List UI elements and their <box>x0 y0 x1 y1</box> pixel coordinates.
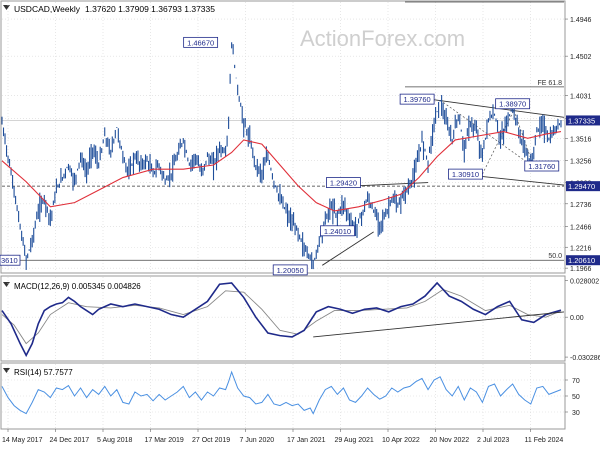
price-y-tick: 1.4031 <box>570 94 592 101</box>
rsi-collapse-icon[interactable] <box>3 368 10 373</box>
macd-y-tick: -0.030286 <box>570 355 600 362</box>
price-y-tick: 1.4502 <box>570 54 592 61</box>
price-annotation-label: 1.31760 <box>528 162 555 171</box>
price-y-tick: 1.2466 <box>570 224 592 231</box>
x-tick-label: 17 Mar 2019 <box>145 437 184 444</box>
price-axis-badge <box>566 255 600 266</box>
price-annotation-label: 1.20050 <box>277 266 304 275</box>
rsi-title: RSI(14) 57.7577 <box>14 368 73 377</box>
price-axis-badge <box>566 181 600 192</box>
fib-level-label: FE 100.0 <box>534 0 563 2</box>
x-tick-label: 14 May 2017 <box>2 437 43 444</box>
x-tick-label: 7 Jun 2020 <box>240 437 275 444</box>
fib-level-label: 50.0 <box>548 253 562 260</box>
x-tick-label: 20 Nov 2022 <box>430 437 470 444</box>
price-axis-badge-label: 1.37335 <box>568 116 595 125</box>
rsi-y-tick: 50 <box>572 394 580 401</box>
rsi-y-tick: 70 <box>572 378 580 385</box>
price-axis-badge-label: 1.29470 <box>568 182 595 191</box>
price-annotation-label: 1.29420 <box>330 179 357 188</box>
x-tick-label: 5 Aug 2018 <box>97 437 133 444</box>
price-annotation-badge <box>183 36 219 48</box>
price-annotation-label: 1.39760 <box>404 95 431 104</box>
price-annotation-label: 1.38970 <box>499 100 526 109</box>
chart-symbol-title: USDCAD,Weekly <box>14 4 81 14</box>
price-annotation-badge <box>495 98 531 110</box>
macd-y-tick: 0.028002 <box>570 278 599 285</box>
x-tick-label: 17 Jan 2021 <box>287 437 326 444</box>
macd-title: MACD(12,26,9) 0.005345 0.004826 <box>14 282 141 291</box>
macd-signal-line <box>1 289 562 345</box>
price-annotation-label: 1.30910 <box>452 170 479 179</box>
wedge-lower-line <box>322 231 374 266</box>
price-annotation-badge <box>399 93 435 105</box>
rsi-y-tick: 30 <box>572 410 580 417</box>
price-annotation-label: 1.24010 <box>324 227 351 236</box>
x-tick-label: 11 Feb 2024 <box>525 437 564 444</box>
watermark-text: ActionForex.com <box>300 26 465 51</box>
price-annotation-label: 1.46670 <box>187 38 214 47</box>
rsi-line <box>1 370 562 415</box>
fib-level-label: FE 61.8 <box>537 80 562 87</box>
price-axis-badge-label: 1.20610 <box>568 256 595 265</box>
left-edge-badge <box>0 254 21 266</box>
chevron-down-icon[interactable] <box>3 5 10 10</box>
price-annotation-badge <box>448 168 483 180</box>
price-annotation-badge <box>524 160 560 172</box>
price-y-tick: 1.3256 <box>570 158 592 165</box>
price-y-tick: 1.2216 <box>570 245 592 252</box>
left-edge-label: 3610 <box>1 256 18 265</box>
macd-line <box>1 281 562 358</box>
price-annotation-badge <box>320 225 355 237</box>
x-tick-label: 27 Oct 2019 <box>192 437 230 444</box>
price-annotation-badge <box>272 264 308 276</box>
x-tick-label: 10 Apr 2022 <box>382 437 420 444</box>
price-axis-badge <box>566 115 600 126</box>
x-tick-label: 24 Dec 2017 <box>50 437 90 444</box>
macd-panel-frame <box>0 275 566 362</box>
price-annotation-badge <box>326 177 361 188</box>
price-y-tick: 1.3516 <box>570 137 592 144</box>
chart-ohlc-values: 1.37620 1.37909 1.36793 1.37335 <box>85 4 215 14</box>
price-y-tick: 1.4946 <box>570 17 592 24</box>
macd-y-tick: 0.00 <box>570 315 584 322</box>
x-tick-label: 29 Aug 2021 <box>335 437 374 444</box>
x-tick-label: 2 Jul 2023 <box>477 437 509 444</box>
price-y-tick: 1.2736 <box>570 202 592 209</box>
sma-line <box>1 131 562 212</box>
price-y-tick: 1.1966 <box>570 266 592 273</box>
macd-trend-line <box>313 311 565 338</box>
